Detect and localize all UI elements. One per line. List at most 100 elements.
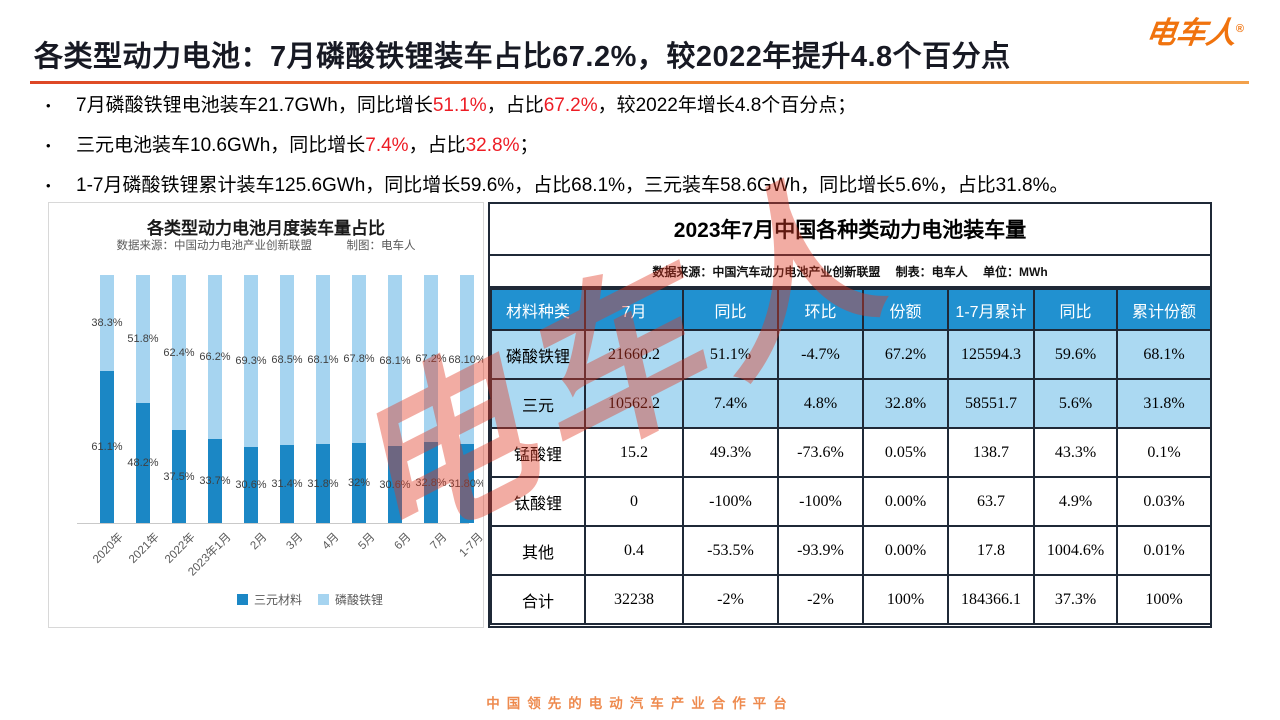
bullet-segment: ，占比: [408, 135, 466, 156]
bar-label-lfp: 51.8%: [127, 333, 159, 345]
table-cell: 0.4: [584, 525, 684, 576]
table-row: 锰酸锂 15.2 49.3% -73.6% 0.05% 138.7 43.3% 0.1%: [490, 427, 1210, 478]
x-axis-label: 2021年: [126, 531, 162, 566]
bar-segment-lfp: [352, 275, 366, 443]
table-cell: 4.9%: [1033, 476, 1118, 527]
table-cell: 0.05%: [862, 427, 949, 478]
legend-item: 磷酸铁锂: [318, 591, 383, 608]
table-cell: 0.01%: [1116, 525, 1210, 576]
bullet-segment: ；: [519, 135, 539, 156]
table-source-note: 数据来源：中国汽车动力电池产业创新联盟 制表：电车人 单位：MWh: [490, 256, 1210, 288]
chart-panel: 各类型动力电池月度装车量占比 数据来源：中国动力电池产业创新联盟 制图：电车人 …: [48, 202, 484, 628]
table-cell: 21660.2: [584, 329, 684, 380]
table-cell: 51.1%: [682, 329, 779, 380]
table-cell: 68.1%: [1116, 329, 1210, 380]
table-row: 合计 32238 -2% -2% 100% 184366.1 37.3% 100%: [490, 574, 1210, 625]
table-cell: -93.9%: [777, 525, 864, 576]
legend-item: 三元材料: [237, 591, 302, 608]
bar-segment-ternary: [388, 446, 402, 523]
table-row: 磷酸铁锂 21660.2 51.1% -4.7% 67.2% 125594.3 59.6% 6…: [490, 329, 1210, 380]
table-cell: 合计: [490, 574, 586, 625]
table-cell: -4.7%: [777, 329, 864, 380]
bar-segment-lfp: [460, 275, 474, 444]
bar-segment-lfp: [172, 275, 186, 430]
x-axis-label: 2月: [248, 531, 270, 553]
brand-logo: 电车人®: [1144, 13, 1244, 50]
table-row: 其他 0.4 -53.5% -93.9% 0.00% 17.8 1004.6% 0.01%: [490, 525, 1210, 576]
bar-segment-lfp: [136, 275, 150, 403]
table-cell: -2%: [682, 574, 779, 625]
bar: [460, 275, 474, 523]
bullet-text: 1-7月磷酸铁锂累计装车125.6GWh，同比增长59.6%，占比68.1%，三…: [76, 172, 1068, 200]
bar-label-lfp: 62.4%: [163, 346, 195, 359]
table-header-cell: 环比: [777, 288, 864, 331]
legend-label: 磷酸铁锂: [335, 593, 384, 607]
legend-swatch: [237, 594, 248, 605]
bar-label-lfp: 67.2%: [415, 352, 447, 365]
table-header-cell: 7月: [584, 288, 684, 331]
bullet-dot: •: [46, 98, 51, 113]
table-cell: 0: [584, 476, 684, 527]
bar-label-lfp: 68.1%: [307, 353, 339, 366]
bar: [172, 275, 186, 523]
bar-label-ternary: 32%: [347, 477, 371, 489]
bullet-item: • 1-7月磷酸铁锂累计装车125.6GWh，同比增长59.6%，占比68.1%，…: [0, 172, 1250, 200]
table-cell: 58551.7: [947, 378, 1035, 429]
bar-label-ternary: 31.80%: [448, 477, 484, 490]
table-cell: 三元: [490, 378, 586, 429]
table-cell: 59.6%: [1033, 329, 1118, 380]
page-title: 各类型动力电池：7月磷酸铁锂装车占比67.2%，较2022年提升4.8个百分点: [34, 41, 1011, 73]
bullet-text: 三元电池装车10.6GWh，同比增长7.4%，占比32.8%；: [76, 132, 538, 160]
title-divider: [30, 81, 1249, 84]
table-cell: 138.7: [947, 427, 1035, 478]
table-cell: 10562.2: [584, 378, 684, 429]
bullet-dot: •: [46, 138, 51, 153]
table-cell: 67.2%: [862, 329, 949, 380]
bullet-segment: 三元电池装车10.6GWh，同比增长: [76, 135, 366, 156]
table-cell: -100%: [777, 476, 864, 527]
chart-source-note: 数据来源：中国动力电池产业创新联盟 制图：电车人: [116, 240, 416, 252]
bar-segment-ternary: [280, 445, 294, 523]
legend-swatch: [318, 594, 330, 605]
table-cell: 0.00%: [862, 476, 949, 527]
bar: [136, 275, 150, 523]
bullet-dot: •: [46, 178, 51, 193]
bar-label-lfp: 68.1%: [379, 354, 411, 367]
bullet-item: • 7月磷酸铁锂电池装车21.7GWh，同比增长51.1%，占比67.2%，较20…: [0, 92, 1250, 120]
data-table: 材料种类 7月 同比 环比 份额 1-7月累计 同比 累计份额 磷酸铁锂 21660.2 51.1%…: [490, 288, 1210, 625]
bullet-segment: 67.2%: [543, 95, 598, 116]
table-row: 三元 10562.2 7.4% 4.8% 32.8% 58551.7 5.6% 31.8%: [490, 378, 1210, 429]
x-axis-label: 1-7月: [457, 531, 484, 560]
bar-segment-ternary: [172, 430, 186, 523]
bar-label-ternary: 32.8%: [415, 476, 447, 489]
table-header-cell: 材料种类: [490, 288, 586, 331]
table-title: 2023年7月中国各种类动力电池装车量: [490, 204, 1210, 256]
x-axis-label: 7月: [428, 531, 450, 553]
bar-label-ternary: 37.5%: [163, 470, 195, 483]
bar-segment-ternary: [100, 371, 114, 523]
table-cell: 63.7: [947, 476, 1035, 527]
table-cell: 7.4%: [682, 378, 779, 429]
bar: [316, 275, 330, 523]
table-cell: 32238: [584, 574, 684, 625]
table-cell: -73.6%: [777, 427, 864, 478]
table-row: 钛酸锂 0 -100% -100% 0.00% 63.7 4.9% 0.03%: [490, 476, 1210, 527]
bar-segment-ternary: [352, 443, 366, 523]
bar-label-ternary: 31.8%: [307, 477, 339, 490]
bullet-text: 7月磷酸铁锂电池装车21.7GWh，同比增长51.1%，占比67.2%，较202…: [76, 92, 856, 120]
bar-label-ternary: 48.2%: [127, 457, 159, 469]
bar-label-ternary: 30.6%: [235, 479, 267, 491]
table-cell: 4.8%: [777, 378, 864, 429]
bar: [352, 275, 366, 523]
bar-label-lfp: 69.3%: [235, 355, 267, 367]
x-axis-label: 2020年: [90, 531, 126, 566]
table-cell: -100%: [682, 476, 779, 527]
table-cell: 31.8%: [1116, 378, 1210, 429]
table-cell: -2%: [777, 574, 864, 625]
table-cell: 1004.6%: [1033, 525, 1118, 576]
bullet-segment: ，占比: [486, 95, 544, 116]
bar-label-lfp: 38.3%: [91, 317, 123, 329]
footer-text: 中国领先的电动汽车产业合作平台: [486, 696, 794, 711]
table-cell: 184366.1: [947, 574, 1035, 625]
